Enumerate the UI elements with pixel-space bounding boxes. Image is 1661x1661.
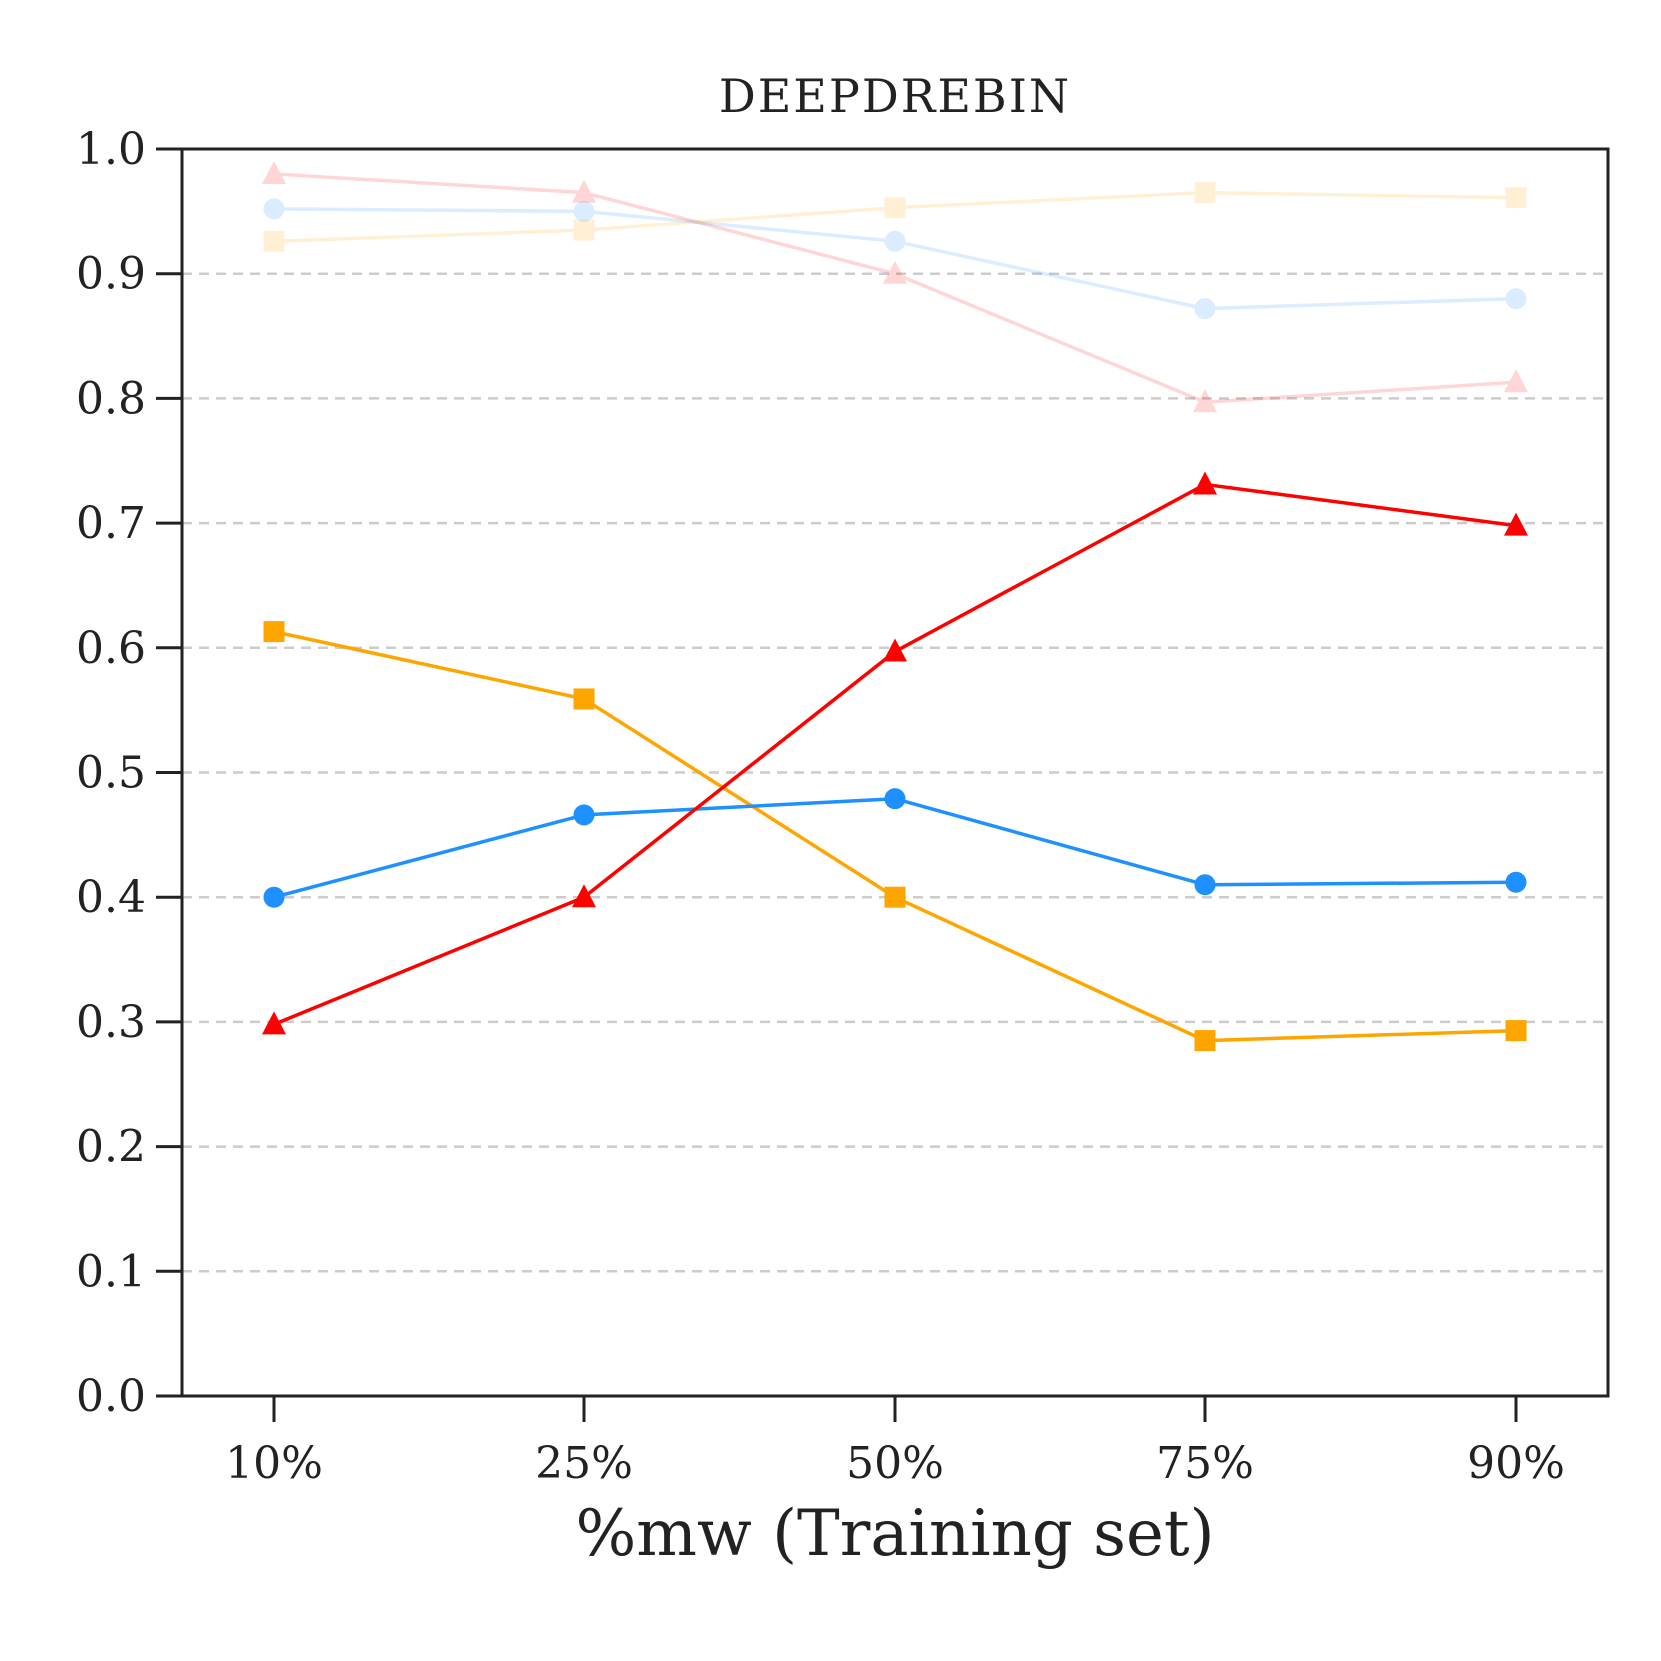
y-tick-label: 0.5 xyxy=(76,748,146,799)
data-point xyxy=(1505,1020,1527,1042)
series-series-c xyxy=(263,621,1527,1052)
data-point xyxy=(262,1011,286,1035)
axes: 0.0 0.1 0.2 0.3 0.4 0.5 0.6 0.7 0.8 0.9 1.0 10% 25% 5… xyxy=(76,124,1565,1489)
y-tick-label: 0.1 xyxy=(76,1246,146,1297)
y-tick-label: 0.2 xyxy=(76,1122,146,1173)
x-tick-label: 25% xyxy=(535,1438,633,1489)
series-layer xyxy=(262,160,1528,1052)
data-point xyxy=(263,198,285,220)
series-line xyxy=(273,172,1517,404)
data-point xyxy=(1194,1030,1216,1052)
data-point xyxy=(263,230,285,252)
data-point xyxy=(573,688,595,710)
series-series-a xyxy=(262,471,1528,1035)
y-tick-label: 0.8 xyxy=(76,373,146,424)
y-tick-label: 0.9 xyxy=(76,249,146,300)
series-series-b-faded xyxy=(263,198,1527,320)
y-tick-label: 1.0 xyxy=(76,124,146,175)
series-line xyxy=(273,796,1517,899)
x-axis-label: %mw (Training set) xyxy=(575,1497,1214,1571)
data-point xyxy=(1193,389,1217,413)
series-series-b xyxy=(263,788,1527,908)
data-point xyxy=(572,179,596,203)
series-series-c-faded xyxy=(263,182,1527,252)
series-line xyxy=(273,190,1517,244)
x-tick-label: 90% xyxy=(1467,1438,1565,1489)
x-tick-label: 50% xyxy=(846,1438,944,1489)
data-point xyxy=(884,886,906,908)
chart-title: DEEPDREBIN xyxy=(719,69,1071,123)
data-point xyxy=(883,638,907,662)
data-point xyxy=(1505,871,1527,893)
series-line xyxy=(273,629,1517,1043)
series-line xyxy=(273,207,1517,311)
y-tick-label: 0.6 xyxy=(76,623,146,674)
data-point xyxy=(884,197,906,219)
series-line xyxy=(273,482,1517,1027)
x-tick-label: 10% xyxy=(225,1438,323,1489)
data-point xyxy=(1194,874,1216,896)
x-tick-label: 75% xyxy=(1156,1438,1254,1489)
data-point xyxy=(884,230,906,252)
data-point xyxy=(573,219,595,241)
data-point xyxy=(263,621,285,643)
data-point xyxy=(883,260,907,284)
data-point xyxy=(263,886,285,908)
y-tick-label: 0.0 xyxy=(76,1371,146,1422)
data-point xyxy=(1504,512,1528,536)
data-point xyxy=(1504,369,1528,393)
y-tick-label: 0.3 xyxy=(76,997,146,1048)
series-series-a-faded xyxy=(262,160,1528,413)
data-point xyxy=(884,788,906,810)
data-point xyxy=(262,160,286,184)
data-point xyxy=(1505,187,1527,209)
data-point xyxy=(1194,298,1216,320)
data-point xyxy=(1193,471,1217,495)
data-point xyxy=(573,804,595,826)
y-tick-label: 0.7 xyxy=(76,498,146,549)
data-point xyxy=(1194,182,1216,204)
gridlines xyxy=(182,272,1608,1273)
data-point xyxy=(1505,288,1527,310)
y-tick-label: 0.4 xyxy=(76,872,146,923)
data-point xyxy=(573,200,595,222)
data-point xyxy=(572,884,596,908)
